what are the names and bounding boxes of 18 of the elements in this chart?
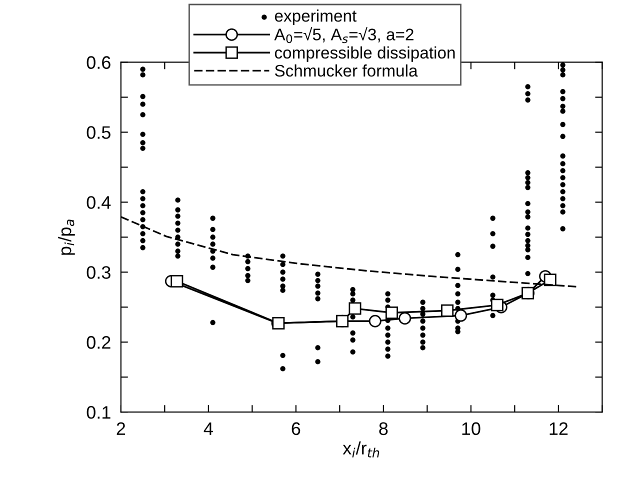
x-axis-title: x$_{i}$/r$_{th}$ (342, 441, 380, 458)
legend-label: A$_{0}$=√5, A$_{s}$=√3, a=2 (274, 27, 414, 44)
y-tick-label: 0.2 (86, 336, 110, 349)
x-tick-label: 2 (116, 422, 126, 435)
x-tick-label: 12 (550, 422, 568, 435)
legend-label: experiment (274, 10, 357, 26)
y-tick-label: 0.3 (86, 266, 110, 279)
y-tick-label: 0.5 (86, 126, 110, 139)
legend-label: Schmucker formula (274, 64, 418, 77)
x-tick-label: 6 (292, 422, 300, 436)
x-tick-label: 8 (379, 422, 388, 436)
x-tick-label: 10 (462, 422, 480, 436)
y-axis-title: p$_{i}$/p$_{a}$ (58, 220, 75, 255)
legend-label: compressible dissipation (274, 46, 455, 62)
y-tick-label: 0.6 (86, 56, 110, 69)
x-tick-label: 4 (204, 422, 213, 435)
y-tick-label: 0.1 (86, 406, 110, 419)
y-tick-label: 0.4 (86, 196, 111, 209)
